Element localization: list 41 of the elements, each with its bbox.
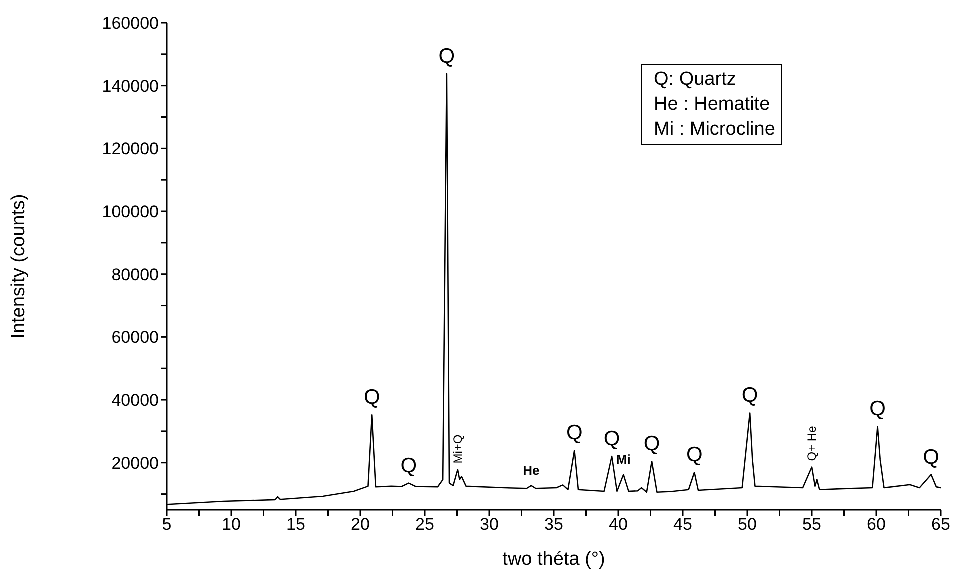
annotation: Q xyxy=(566,422,583,445)
x-tick-label: 40 xyxy=(609,515,628,534)
annotation: Q xyxy=(364,386,380,410)
y-tick-label: 40000 xyxy=(112,391,159,410)
x-tick-label: 5 xyxy=(162,515,172,534)
annotation: Mi : Microcline xyxy=(654,118,776,142)
y-tick-label: 20000 xyxy=(112,454,159,473)
annotation: Q xyxy=(400,454,418,478)
x-tick-label: 25 xyxy=(416,515,434,534)
annotation: Mi xyxy=(616,452,631,467)
x-axis-title: two théta (°) xyxy=(502,549,606,570)
x-tick-label: 30 xyxy=(480,515,499,534)
y-tick-label: 160000 xyxy=(102,14,159,34)
annotation: Q xyxy=(438,44,456,68)
y-tick-label: 80000 xyxy=(112,265,159,284)
annotation: Q xyxy=(644,432,660,456)
y-tick-label: 60000 xyxy=(112,328,159,348)
annotation: He : Hematite xyxy=(654,93,772,117)
x-tick-label: 35 xyxy=(544,515,564,534)
y-tick-label: 120000 xyxy=(102,140,159,159)
y-tick-label: 100000 xyxy=(102,202,159,222)
x-tick-label: 45 xyxy=(674,515,692,534)
x-tick-label: 50 xyxy=(738,515,757,534)
x-tick-label: 20 xyxy=(351,515,370,534)
y-tick-label: 140000 xyxy=(102,76,159,96)
annotation: Q xyxy=(686,444,703,467)
annotation: Q xyxy=(923,446,940,469)
annotation: Q: Quartz xyxy=(654,68,738,92)
annotation: Q xyxy=(604,428,620,451)
key-box: Q: Quartz He : Hematite Mi : Microcline xyxy=(641,64,782,145)
x-tick-label: 65 xyxy=(932,515,950,534)
x-tick-label: 60 xyxy=(867,515,886,534)
y-axis-title: Intensity (counts) xyxy=(8,194,30,339)
annotation: Mi+Q xyxy=(450,434,465,464)
annotation: He xyxy=(523,462,540,478)
annotation: Q xyxy=(870,398,886,421)
x-tick-label: 55 xyxy=(802,515,822,534)
x-tick-label: 15 xyxy=(286,515,306,534)
annotation: Q xyxy=(742,384,758,408)
x-tick-label: 10 xyxy=(222,515,241,534)
annotation: Q+ He xyxy=(805,426,819,462)
